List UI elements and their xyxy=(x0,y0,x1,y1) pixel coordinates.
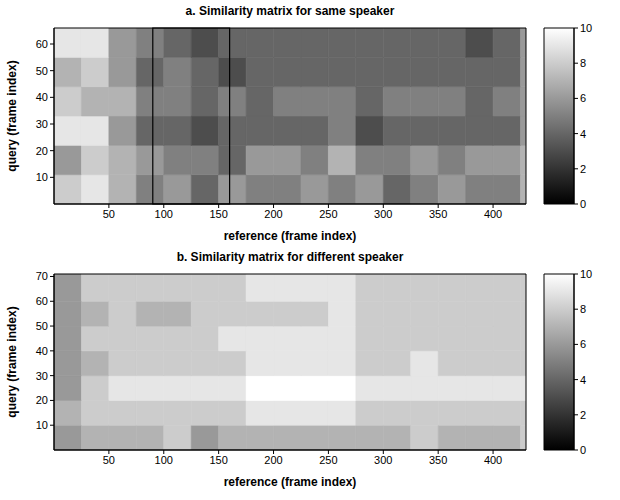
svg-text:60: 60 xyxy=(36,295,48,307)
svg-text:350: 350 xyxy=(429,454,447,466)
svg-text:40: 40 xyxy=(36,345,48,357)
svg-text:60: 60 xyxy=(36,38,48,50)
html-text:b. Similarity matrix for diffe: b. Similarity matrix for different speak… xyxy=(176,250,404,264)
svg-text:50: 50 xyxy=(36,320,48,332)
svg-text:50: 50 xyxy=(36,65,48,77)
svg-text:4: 4 xyxy=(580,374,586,386)
svg-text:0: 0 xyxy=(580,198,586,210)
svg-text:30: 30 xyxy=(36,118,48,130)
svg-text:6: 6 xyxy=(580,338,586,350)
svg-text:70: 70 xyxy=(36,270,48,282)
svg-text:query (frame index): query (frame index) xyxy=(5,306,19,417)
svg-text:2: 2 xyxy=(580,409,586,421)
svg-text:100: 100 xyxy=(155,454,173,466)
svg-text:query (frame index): query (frame index) xyxy=(5,60,19,171)
svg-text:20: 20 xyxy=(36,145,48,157)
svg-text:10: 10 xyxy=(36,419,48,431)
svg-text:8: 8 xyxy=(580,303,586,315)
svg-text:2: 2 xyxy=(580,163,586,175)
svg-text:reference (frame index): reference (frame index) xyxy=(224,229,357,243)
svg-text:reference (frame index): reference (frame index) xyxy=(224,475,357,489)
svg-text:8: 8 xyxy=(580,57,586,69)
svg-text:50: 50 xyxy=(103,454,115,466)
svg-text:20: 20 xyxy=(36,394,48,406)
svg-text:300: 300 xyxy=(374,454,392,466)
svg-text:350: 350 xyxy=(429,208,447,220)
svg-text:400: 400 xyxy=(484,454,502,466)
html-text:a. Similarity matrix for same: a. Similarity matrix for same speaker xyxy=(185,4,395,18)
svg-text:4: 4 xyxy=(580,128,586,140)
svg-text:150: 150 xyxy=(209,454,227,466)
svg-text:40: 40 xyxy=(36,91,48,103)
svg-text:300: 300 xyxy=(374,208,392,220)
svg-text:30: 30 xyxy=(36,370,48,382)
svg-text:250: 250 xyxy=(319,454,337,466)
svg-text:10: 10 xyxy=(36,171,48,183)
svg-text:100: 100 xyxy=(155,208,173,220)
svg-text:200: 200 xyxy=(264,208,282,220)
svg-text:50: 50 xyxy=(103,208,115,220)
svg-text:0: 0 xyxy=(580,444,586,456)
svg-text:400: 400 xyxy=(484,208,502,220)
svg-text:150: 150 xyxy=(209,208,227,220)
svg-text:6: 6 xyxy=(580,92,586,104)
svg-text:10: 10 xyxy=(580,268,592,280)
svg-text:10: 10 xyxy=(580,22,592,34)
svg-text:200: 200 xyxy=(264,454,282,466)
svg-text:250: 250 xyxy=(319,208,337,220)
